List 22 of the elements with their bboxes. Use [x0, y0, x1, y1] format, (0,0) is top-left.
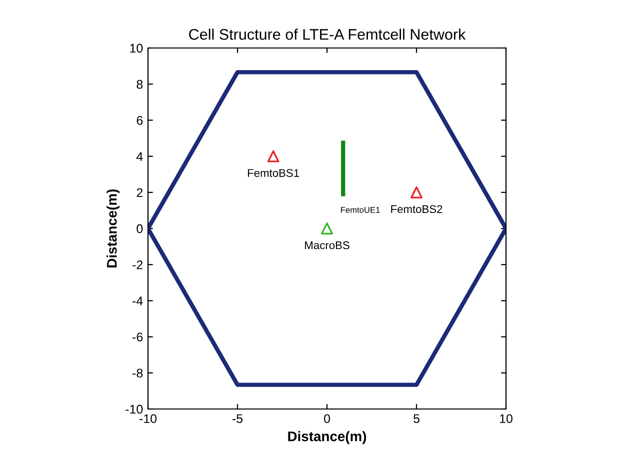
- x-tick-label: 5: [414, 414, 420, 424]
- y-tick-label: 4: [136, 152, 143, 161]
- y-tick-label: -4: [132, 296, 143, 306]
- y-tick-label: 2: [136, 188, 143, 197]
- annotation: MacroBS: [305, 241, 350, 250]
- y-tick-label: 8: [136, 80, 143, 89]
- x-tick-label: 0: [324, 414, 330, 424]
- annotation: FemtoBS2: [391, 205, 442, 214]
- x-tick-label: 10: [500, 414, 512, 424]
- y-axis-title: Distance(m): [106, 189, 120, 268]
- y-tick-label: 6: [136, 116, 143, 125]
- y-tick-label: 10: [130, 44, 143, 53]
- y-tick-label: -6: [132, 332, 143, 342]
- annotation: FemtoBS1: [248, 169, 300, 177]
- x-axis-title: Distance(m): [288, 431, 366, 444]
- chart-title: Cell Structure of LTE-A Femtcell Network: [189, 28, 466, 40]
- y-tick-label: -2: [132, 260, 143, 270]
- y-tick-label: 0: [136, 224, 143, 234]
- x-tick-label: -5: [232, 414, 243, 424]
- y-tick-label: -8: [132, 368, 143, 378]
- y-tick-label: -10: [126, 404, 143, 414]
- annotation: FemtoUE1: [341, 207, 380, 213]
